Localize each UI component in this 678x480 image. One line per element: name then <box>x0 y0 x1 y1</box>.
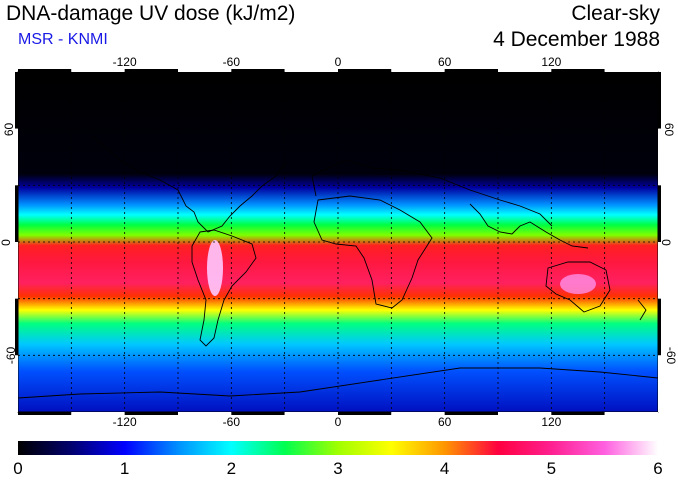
lon-axis-bar <box>124 69 178 72</box>
lon-axis-bar <box>18 69 72 72</box>
antarctica-coast <box>18 367 658 399</box>
sky-condition-label: Clear-sky <box>571 2 660 25</box>
colorbar-label: 6 <box>653 459 663 478</box>
australia-coast <box>545 261 611 313</box>
lon-axis-bar <box>231 412 285 415</box>
colorbar-label: 2 <box>226 459 237 478</box>
lon-axis-bar <box>444 412 498 415</box>
lat-axis-bar <box>658 355 661 412</box>
date-label: 4 December 1988 <box>493 28 660 51</box>
lon-axis-bar <box>391 412 445 415</box>
lat-tick-label: 0 <box>0 239 13 246</box>
lon-axis-bar <box>71 412 125 415</box>
colorbar-label: 5 <box>546 459 557 478</box>
lat-axis-bar <box>658 72 661 129</box>
lon-axis-bar <box>551 412 605 415</box>
north-america-coast <box>91 135 287 233</box>
map-body <box>18 72 658 412</box>
lon-tick-label: 60 <box>437 415 452 429</box>
colorbar <box>18 441 658 455</box>
lon-tick-label: -120 <box>112 415 137 429</box>
lon-axis-bar <box>178 69 232 72</box>
colorbar-label: 3 <box>333 459 343 478</box>
south-america-coast <box>191 229 257 347</box>
graticule <box>18 72 658 412</box>
lat-axis-bar <box>658 185 661 242</box>
lon-axis-bar <box>604 412 658 415</box>
coastlines <box>18 135 658 399</box>
lon-axis-bar <box>284 412 338 415</box>
lat-tick-label: -60 <box>664 347 678 365</box>
lat-axis-bar <box>15 128 18 186</box>
lat-tick-label: 60 <box>662 122 677 136</box>
lon-axis-bar <box>498 69 552 72</box>
lat-axis-bar <box>15 242 18 299</box>
lon-axis-bar <box>604 69 658 72</box>
lon-tick-label: 0 <box>334 415 342 429</box>
new-zealand-coast <box>637 299 647 321</box>
lon-axis-bar <box>124 412 178 415</box>
africa-coast <box>313 195 433 309</box>
lon-tick-label: 120 <box>541 415 562 429</box>
source-label: MSR - KNMI <box>18 31 108 48</box>
colorbar-label: 4 <box>439 459 450 478</box>
lon-tick-label: 60 <box>437 55 452 69</box>
lat-tick-label: 0 <box>658 239 673 246</box>
lon-axis-bar <box>551 69 605 72</box>
colorbar-label: 1 <box>119 459 130 478</box>
lon-tick-label: -120 <box>112 55 137 69</box>
axis-bars <box>15 69 661 415</box>
lon-axis-bar <box>178 412 232 415</box>
lat-axis-bar <box>15 72 18 129</box>
lat-tick-label: 60 <box>2 122 17 136</box>
colorbar-label: 0 <box>13 459 23 478</box>
lat-axis-bar <box>15 298 18 356</box>
lat-axis-bar <box>15 185 18 242</box>
lon-axis-bar <box>338 69 392 72</box>
lat-axis-bar <box>658 242 661 299</box>
lon-tick-label: -60 <box>222 55 240 69</box>
lon-axis-bar <box>444 69 498 72</box>
europe-asia-coast <box>311 159 553 227</box>
lat-axis-bar <box>658 298 661 356</box>
lon-axis-bar <box>338 412 392 415</box>
andes-high-uv <box>207 240 223 296</box>
map-title: DNA-damage UV dose (kJ/m2) <box>6 2 296 25</box>
lon-axis-bar <box>231 69 285 72</box>
lon-axis-bar <box>391 69 445 72</box>
lat-tick-label: -60 <box>4 347 19 365</box>
lon-axis-bar <box>71 69 125 72</box>
lon-axis-bar <box>284 69 338 72</box>
australia-high-uv <box>560 274 596 294</box>
lon-tick-label: 0 <box>334 55 342 69</box>
lat-axis-bar <box>15 355 18 412</box>
lon-axis-bar <box>498 412 552 415</box>
lon-axis-bar <box>18 412 72 415</box>
lat-axis-bar <box>658 128 661 186</box>
lon-tick-label: 120 <box>541 55 562 69</box>
lon-tick-label: -60 <box>222 415 240 429</box>
